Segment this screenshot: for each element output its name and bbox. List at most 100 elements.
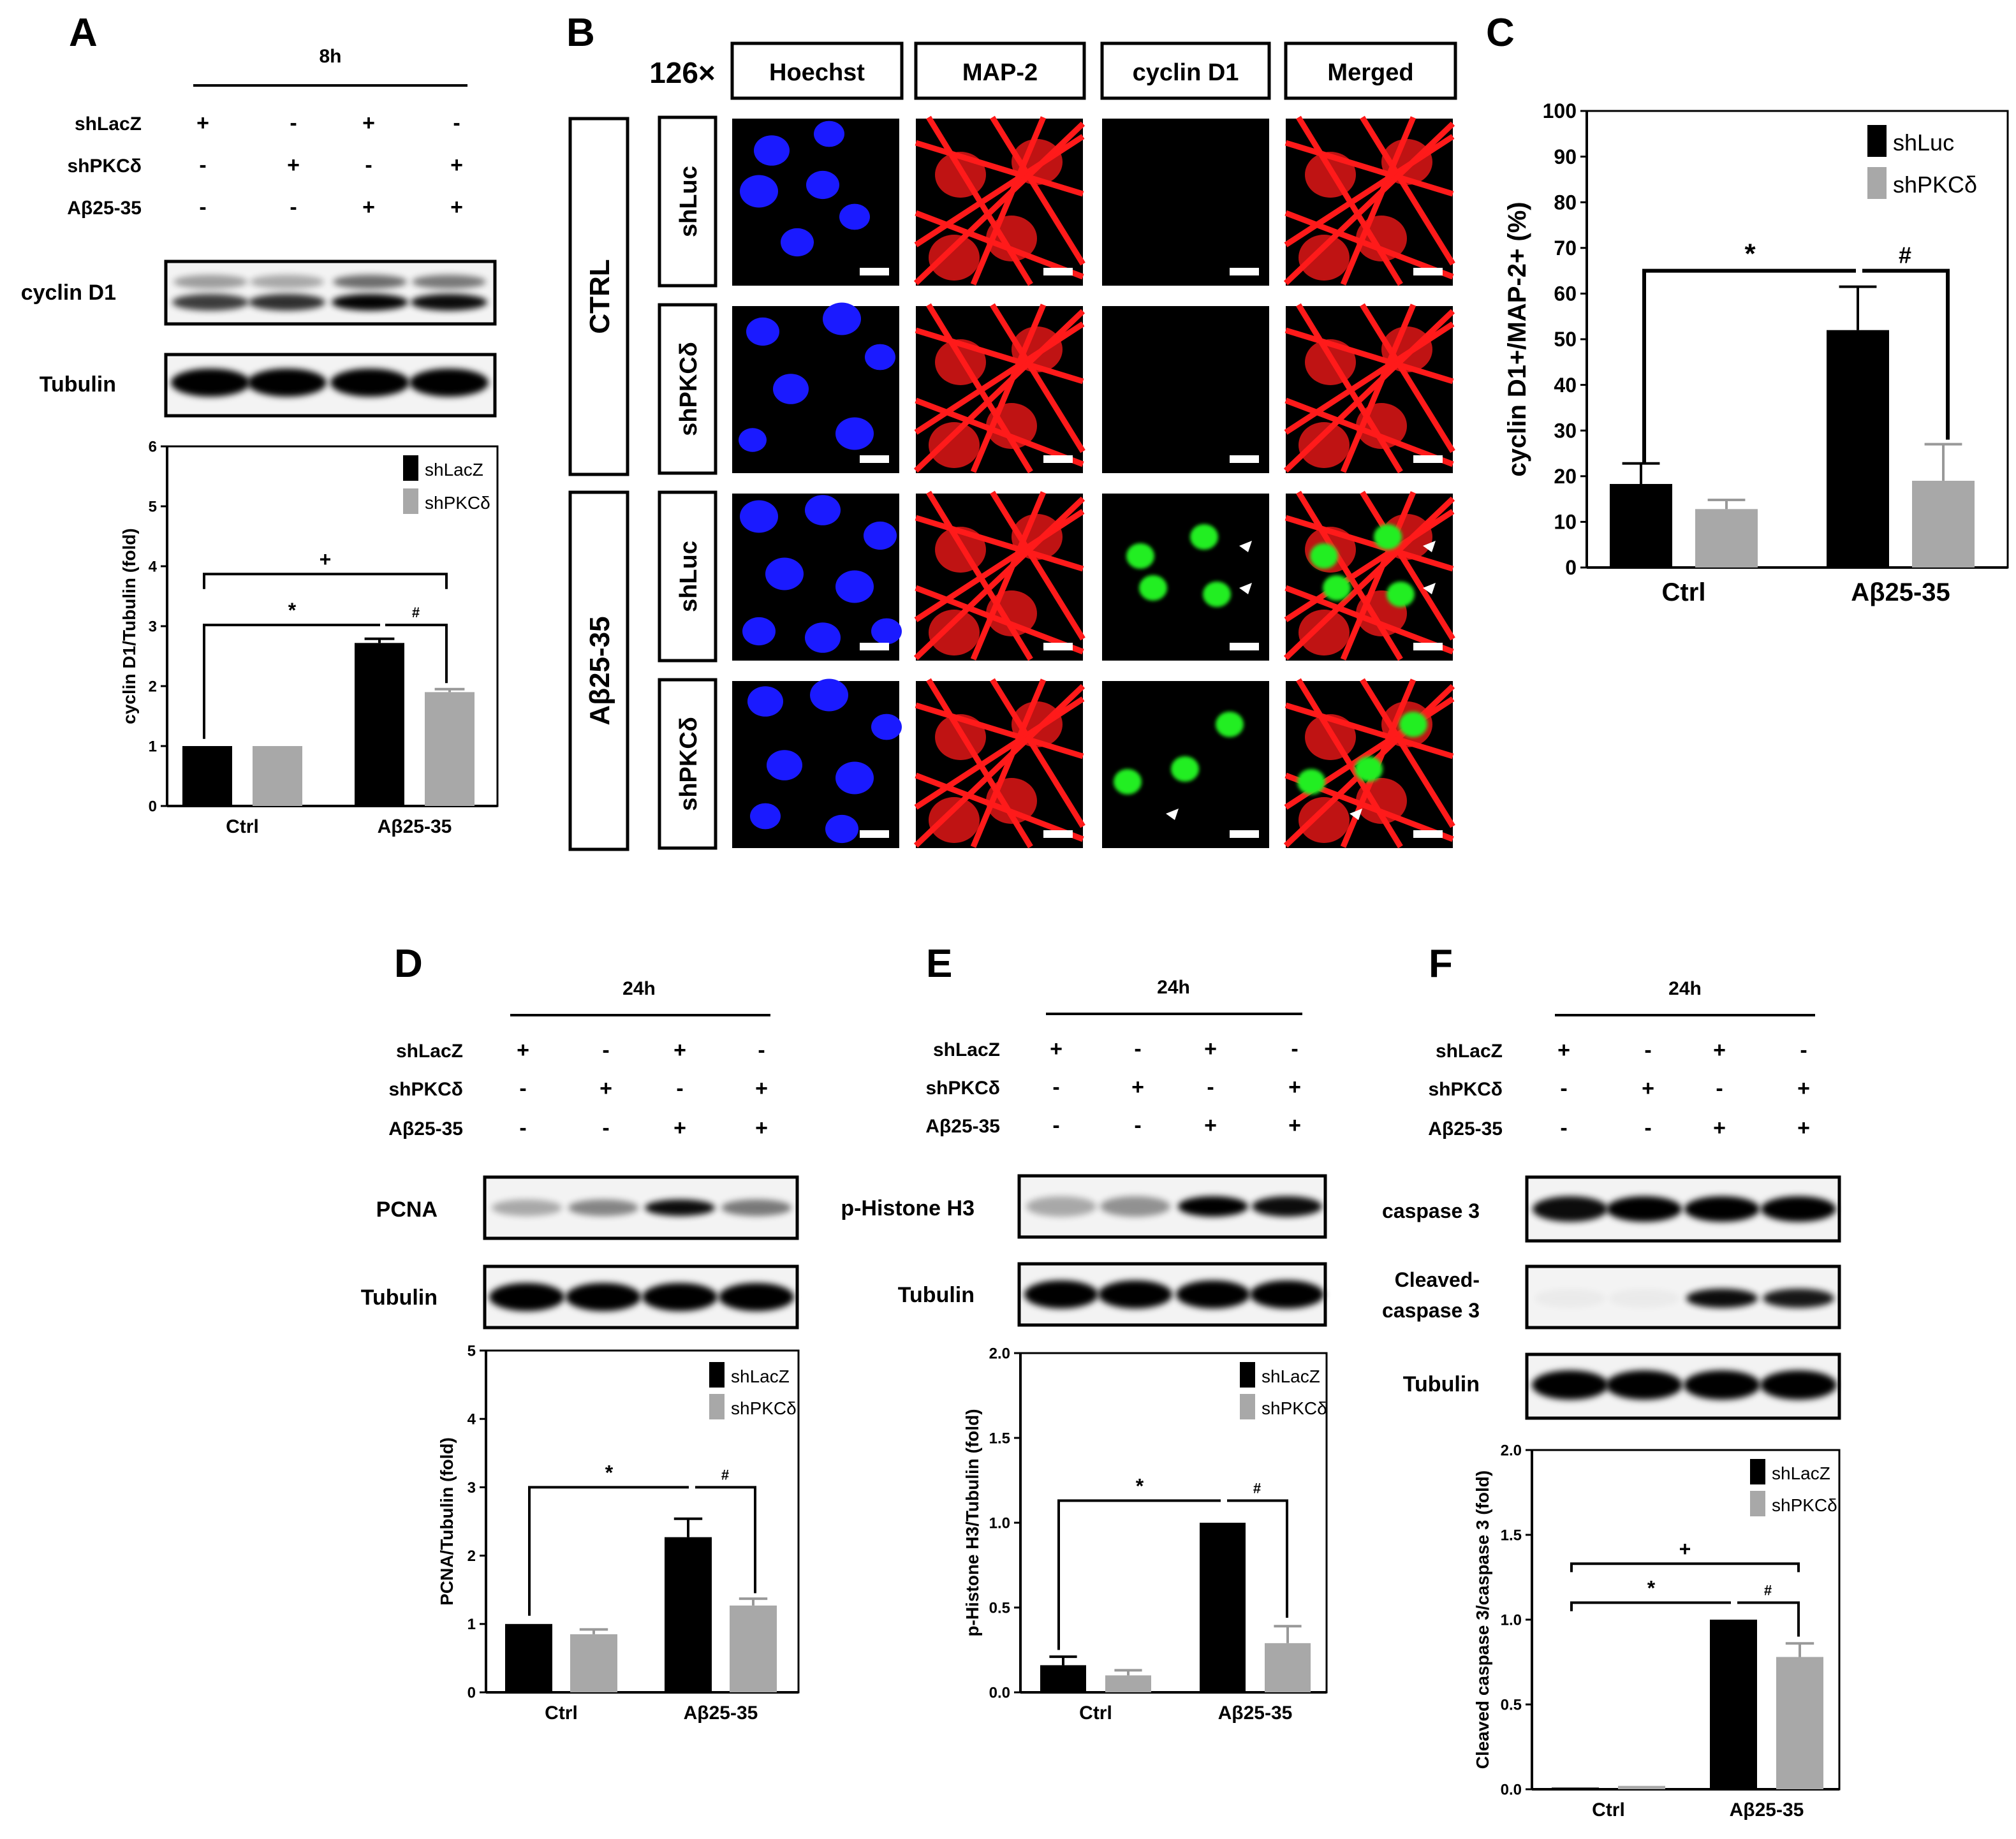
neurite [913,684,1085,848]
blot-label: Tubulin [361,1286,438,1310]
legend-label: shLacZ [731,1366,790,1386]
significance-bracket [1642,268,1856,463]
arrowhead-marker [1350,809,1362,820]
y-tick-label: 100 [1543,99,1577,122]
treatment-label: shPKCδ [1428,1079,1503,1100]
channel-label: Merged [1327,59,1413,86]
y-axis-label: p-Histone H3/Tubulin (fold) [962,1409,982,1636]
cyclin-positive-cell [1216,712,1244,737]
y-axis-label: PCNA/Tubulin (fold) [437,1437,457,1606]
micrograph-tile [913,115,1085,286]
blot-band [1606,1370,1682,1400]
blot-band [1761,1196,1836,1222]
bar [182,746,232,806]
cyclin-positive-cell [1355,756,1383,782]
timepoint-label: 24h [622,978,656,999]
treatment-label: Aβ25-35 [925,1116,1000,1137]
nucleus [865,344,895,370]
nucleus [835,570,874,603]
blot-band [492,1199,562,1216]
treatment-sign: + [1557,1038,1570,1062]
panel-b-letter: B [566,11,595,55]
treatment-sign: - [758,1038,765,1062]
treatment-sign: + [196,111,209,135]
blot-band [1607,1196,1682,1222]
blot-band [1098,1280,1172,1308]
legend-swatch [403,488,418,514]
x-tick-label: Aβ25-35 [1851,578,1950,606]
neurite [990,303,1085,453]
x-tick-label: Aβ25-35 [1730,1799,1804,1821]
scale-bar [1043,830,1073,838]
treatment-sign: - [1644,1116,1651,1140]
row-label: shPKCδ [675,717,702,811]
significance-bracket [1737,1601,1800,1637]
neurite [990,678,1085,828]
group-label: Aβ25-35 [584,616,615,725]
blot-band-upper [173,275,247,289]
nucleus [835,761,874,795]
nucleus [765,557,804,590]
treatment-sign: + [1288,1075,1301,1099]
micrograph-tile [1102,494,1269,661]
neurite [915,702,1084,759]
panel-b: B 126× Hoechst MAP-2 cyclin D1 Merged CTRL Aβ25… [566,11,1457,851]
significance-bracket [1862,268,1950,440]
legend-swatch [1750,1459,1765,1484]
micrograph-tile [1102,306,1269,473]
neurite [914,509,1085,622]
treatment-sign: + [1713,1038,1726,1062]
treatment-sign: - [1560,1076,1567,1101]
neurite [914,696,1085,810]
cyclin-positive-cell [1297,769,1325,795]
blot-label: caspase 3 [1382,1299,1480,1322]
treatment-sign: - [1134,1113,1141,1138]
row-label-box [658,303,717,475]
scale-bar [1413,830,1443,838]
nucleus [839,203,870,230]
y-tick-label: 0.5 [989,1599,1010,1616]
blot-label: PCNA [376,1198,438,1222]
neuron-soma [1299,610,1350,656]
blot-band [1760,1370,1837,1400]
nucleus [835,417,874,450]
bar [1912,480,1975,568]
significance-mark: * [1647,1576,1656,1599]
neurite [970,491,1047,661]
y-tick-label: 20 [1554,465,1577,488]
y-tick-label: 2 [467,1548,476,1565]
panel-d: D 24h shLacZ + - + - shPKCδ - + - + Aβ25-35 - - + + PCNA T… [361,942,800,1724]
row-label-box [658,678,717,850]
significance-bracket [1570,1562,1800,1572]
y-tick-label: 80 [1554,191,1577,214]
blot-band-upper [250,275,324,289]
blot-band [330,369,409,397]
treatment-sign: + [1288,1113,1301,1138]
neuron-soma [929,610,980,656]
neurite [915,772,1084,842]
cyclin-positive-cell [1310,543,1338,569]
scale-bar [860,643,889,650]
significance-mark: * [288,599,297,622]
treatment-sign: + [517,1038,529,1062]
neurite [1284,327,1454,385]
micrograph-tile [732,302,899,473]
nucleus [871,714,902,740]
channel-header-box [1100,41,1271,100]
blot-band [1686,1289,1758,1308]
legend-swatch [1240,1394,1255,1419]
legend-label: shLuc [1893,129,1954,156]
x-tick-label: Aβ25-35 [378,816,452,837]
arrowhead-marker [1423,541,1436,552]
blot-band [1532,1370,1608,1400]
magnification-label: 126× [649,56,716,89]
blot-band [642,1283,717,1311]
treatment-label: Aβ25-35 [388,1118,463,1139]
scale-bar [1413,268,1443,275]
y-tick-label: 0.0 [1501,1781,1522,1798]
y-axis-label: Cleaved caspase 3/caspase 3 (fold) [1473,1470,1492,1769]
neurite [913,121,1085,286]
y-tick-label: 0 [149,798,157,815]
treatment-sign: - [199,153,206,177]
arrowhead-marker [1166,809,1179,820]
